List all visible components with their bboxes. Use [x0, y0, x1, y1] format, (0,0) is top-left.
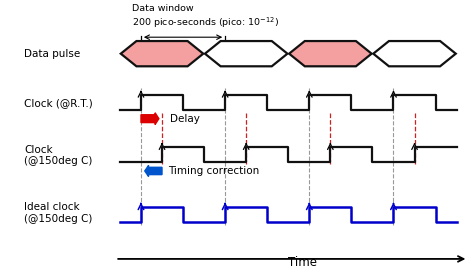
Text: Data pulse: Data pulse [24, 49, 80, 59]
Text: Clock (@R.T.): Clock (@R.T.) [24, 98, 93, 108]
Text: Time: Time [288, 256, 317, 269]
Polygon shape [289, 41, 371, 66]
Polygon shape [205, 41, 287, 66]
FancyArrow shape [145, 165, 162, 176]
FancyArrow shape [141, 113, 159, 125]
Text: Delay: Delay [170, 114, 200, 124]
Text: Clock
(@150deg C): Clock (@150deg C) [24, 145, 92, 166]
Text: Ideal clock
(@150deg C): Ideal clock (@150deg C) [24, 202, 92, 224]
Polygon shape [373, 41, 456, 66]
Polygon shape [121, 41, 203, 66]
Text: Data window
200 pico-seconds (pico: 10$^{-12}$): Data window 200 pico-seconds (pico: 10$^… [132, 4, 279, 30]
Text: Timing correction: Timing correction [167, 166, 259, 176]
